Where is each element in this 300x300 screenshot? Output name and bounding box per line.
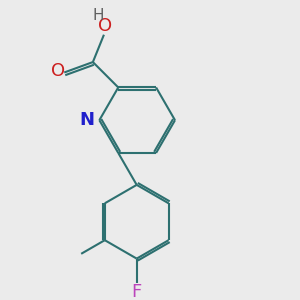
Text: F: F	[132, 283, 142, 300]
Text: H: H	[92, 8, 104, 23]
Text: O: O	[98, 17, 112, 35]
Text: O: O	[51, 62, 65, 80]
Text: N: N	[80, 111, 95, 129]
